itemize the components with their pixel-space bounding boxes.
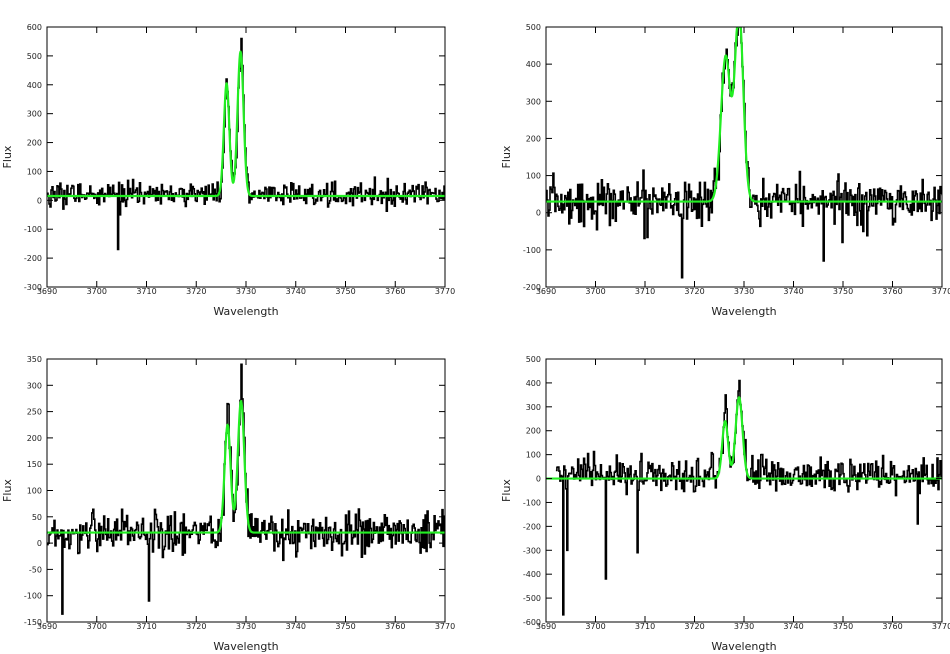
y-tick-label: 200 [27, 139, 42, 148]
y-tick-label: 300 [27, 110, 42, 119]
y-tick-label: 400 [526, 379, 541, 388]
y-tick-label: 0 [536, 475, 541, 484]
y-tick-label: -200 [24, 254, 42, 263]
y-tick-label: 0 [37, 539, 42, 548]
y-tick-label: -100 [24, 592, 42, 601]
x-tick-label: 3740 [286, 622, 306, 631]
x-tick-label: 3740 [783, 287, 803, 296]
y-tick-label: 100 [27, 487, 42, 496]
y-tick-label: 100 [526, 451, 541, 460]
x-tick-label: 3720 [186, 622, 206, 631]
y-tick-label: 200 [526, 427, 541, 436]
x-tick-label: 3720 [684, 287, 704, 296]
x-tick-label: 3740 [783, 622, 803, 631]
x-tick-label: 3700 [87, 622, 107, 631]
y-tick-label: 600 [27, 23, 42, 32]
x-tick-label: 3760 [385, 622, 405, 631]
x-tick-label: 3690 [37, 622, 57, 631]
x-tick-label: 3710 [635, 622, 655, 631]
y-tick-label: 100 [526, 172, 541, 181]
x-axis-title: Wavelength [213, 640, 278, 653]
x-tick-label: 3770 [435, 622, 455, 631]
observed-spectrum-line [47, 37, 445, 251]
y-tick-label: 250 [27, 408, 42, 417]
y-tick-label: -400 [523, 570, 541, 579]
y-tick-label: 0 [536, 209, 541, 218]
y-axis-title: Flux [500, 145, 513, 168]
x-tick-label: 3750 [833, 622, 853, 631]
gaussian-fit-line [546, 396, 942, 480]
y-tick-label: -150 [24, 618, 42, 627]
x-tick-label: 3730 [236, 287, 256, 296]
y-tick-label: 150 [27, 460, 42, 469]
x-tick-label: 3700 [585, 622, 605, 631]
y-tick-label: 200 [526, 134, 541, 143]
y-tick-label: 200 [27, 434, 42, 443]
x-tick-label: 3720 [186, 287, 206, 296]
plot-frame [545, 26, 943, 288]
panel-top-right: 3690 3700 3710 3720 3730 3740 3750 3760 3770 -200… [500, 23, 950, 318]
y-tick-label: 50 [32, 513, 42, 522]
gaussian-fit-line [47, 50, 445, 198]
x-tick-label: 3760 [385, 287, 405, 296]
x-tick-label: 3740 [286, 287, 306, 296]
x-axis-title: Wavelength [711, 640, 776, 653]
y-axis-title: Flux [1, 145, 14, 168]
x-tick-label: 3770 [932, 287, 950, 296]
x-tick-label: 3730 [734, 622, 754, 631]
y-tick-label: -500 [523, 594, 541, 603]
x-tick-label: 3730 [734, 287, 754, 296]
y-tick-label: 300 [526, 97, 541, 106]
observed-spectrum-line [546, 27, 942, 279]
y-axis-title: Flux [500, 479, 513, 502]
y-tick-label: -600 [523, 618, 541, 627]
y-tick-label: 400 [526, 60, 541, 69]
x-tick-label: 3690 [37, 287, 57, 296]
y-tick-label: -100 [523, 246, 541, 255]
y-tick-label: 500 [526, 23, 541, 32]
y-tick-label: -100 [24, 225, 42, 234]
x-axis-title: Wavelength [213, 305, 278, 318]
y-tick-label: 350 [27, 355, 42, 364]
x-tick-label: 3750 [335, 622, 355, 631]
panel-bottom-right: 3690 3700 3710 3720 3730 3740 3750 3760 3770 -600… [500, 355, 950, 653]
x-tick-label: 3730 [236, 622, 256, 631]
y-tick-label: 100 [27, 167, 42, 176]
x-tick-label: 3690 [536, 287, 556, 296]
y-tick-label: 500 [27, 52, 42, 61]
x-tick-label: 3710 [136, 622, 156, 631]
y-tick-label: -100 [523, 498, 541, 507]
x-tick-label: 3710 [136, 287, 156, 296]
x-tick-label: 3760 [882, 622, 902, 631]
y-tick-label: -200 [523, 522, 541, 531]
x-tick-label: 3690 [536, 622, 556, 631]
y-tick-label: -200 [523, 283, 541, 292]
y-axis-title: Flux [1, 479, 14, 502]
y-tick-label: 0 [37, 196, 42, 205]
x-tick-label: 3770 [435, 287, 455, 296]
observed-spectrum-line [555, 379, 942, 616]
x-tick-label: 3750 [335, 287, 355, 296]
panel-top-left: 3690 3700 3710 3720 3730 3740 3750 3760 3770 -300… [1, 23, 455, 318]
x-tick-label: 3720 [684, 622, 704, 631]
y-tick-label: -300 [523, 546, 541, 555]
x-tick-label: 3710 [635, 287, 655, 296]
x-tick-label: 3700 [87, 287, 107, 296]
x-tick-label: 3760 [882, 287, 902, 296]
y-tick-label: -300 [24, 283, 42, 292]
x-tick-label: 3700 [585, 287, 605, 296]
y-tick-label: -50 [29, 565, 42, 574]
gaussian-fit-line [546, 27, 942, 203]
x-axis-title: Wavelength [711, 305, 776, 318]
y-tick-label: 500 [526, 355, 541, 364]
y-tick-label: 300 [526, 403, 541, 412]
gaussian-fit-line [47, 399, 445, 534]
y-tick-label: 400 [27, 81, 42, 90]
y-tick-label: 300 [27, 381, 42, 390]
x-tick-label: 3750 [833, 287, 853, 296]
x-tick-label: 3770 [932, 622, 950, 631]
panel-bottom-left: 3690 3700 3710 3720 3730 3740 3750 3760 3770 -150… [1, 355, 455, 653]
